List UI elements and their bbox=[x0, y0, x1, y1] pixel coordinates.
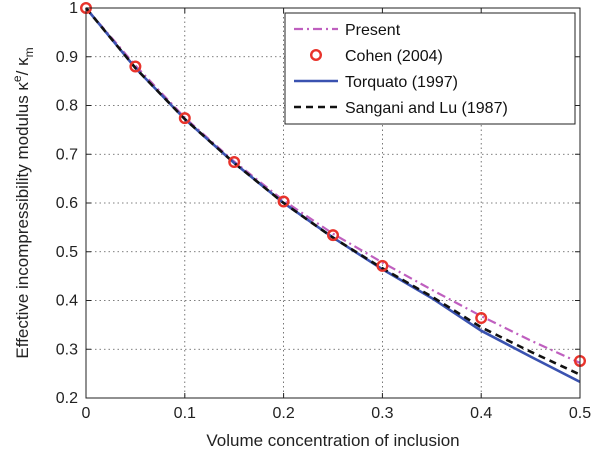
y-tick-label: 0.5 bbox=[56, 244, 78, 261]
data-point bbox=[277, 195, 290, 208]
series-line bbox=[85, 7, 581, 364]
data-point bbox=[327, 229, 340, 242]
data-point bbox=[475, 312, 488, 325]
y-axis-label-mid: / κ bbox=[13, 57, 32, 75]
y-axis-label: Effective incompressibility modulus κe/ … bbox=[10, 47, 36, 358]
series-line bbox=[84, 7, 581, 376]
y-axis-label-sup: e bbox=[10, 75, 24, 82]
data-point bbox=[376, 259, 389, 272]
legend-entry-label: Cohen (2004) bbox=[345, 48, 443, 65]
data-point bbox=[228, 156, 241, 169]
x-tick-label: 0 bbox=[82, 405, 91, 422]
y-tick-label: 0.2 bbox=[56, 390, 78, 407]
data-point bbox=[129, 60, 142, 73]
series-present bbox=[85, 7, 581, 364]
legend-marker bbox=[310, 49, 323, 62]
y-tick-label: 0.8 bbox=[56, 98, 78, 115]
x-tick-label: 0.4 bbox=[470, 405, 492, 422]
legend-entry-label: Sangani and Lu (1987) bbox=[345, 100, 508, 117]
y-tick-label: 0.6 bbox=[56, 195, 78, 212]
series-sangani-and-lu-1987 bbox=[84, 7, 581, 376]
x-tick-label: 0.5 bbox=[569, 405, 591, 422]
x-tick-label: 0.2 bbox=[272, 405, 294, 422]
x-tick-label: 0.1 bbox=[174, 405, 196, 422]
y-axis-label-main: Effective incompressibility modulus κ bbox=[13, 82, 32, 359]
x-tick-label: 0.3 bbox=[371, 405, 393, 422]
data-point bbox=[178, 112, 191, 125]
legend-entry-label: Torquato (1997) bbox=[345, 74, 458, 91]
x-axis-label: Volume concentration of inclusion bbox=[206, 431, 459, 450]
y-axis-label-sub: m bbox=[22, 47, 36, 57]
y-tick-label: 1 bbox=[69, 0, 78, 17]
legend-box bbox=[284, 12, 576, 125]
y-tick-label: 0.7 bbox=[56, 146, 78, 163]
y-tick-label: 0.9 bbox=[56, 49, 78, 66]
ticks: 0 0.1 0.2 0.3 0.4 0.5 0.2 0.3 0.4 0.5 0.6 0.7 0.8 0.9… bbox=[56, 0, 591, 422]
y-tick-label: 0.4 bbox=[56, 293, 78, 310]
series-group bbox=[79, 1, 587, 384]
legend-entry-label: Present bbox=[345, 22, 401, 39]
legend: Present Cohen (2004) Torquato (1997) Sangan… bbox=[284, 12, 576, 125]
y-tick-label: 0.3 bbox=[56, 341, 78, 358]
